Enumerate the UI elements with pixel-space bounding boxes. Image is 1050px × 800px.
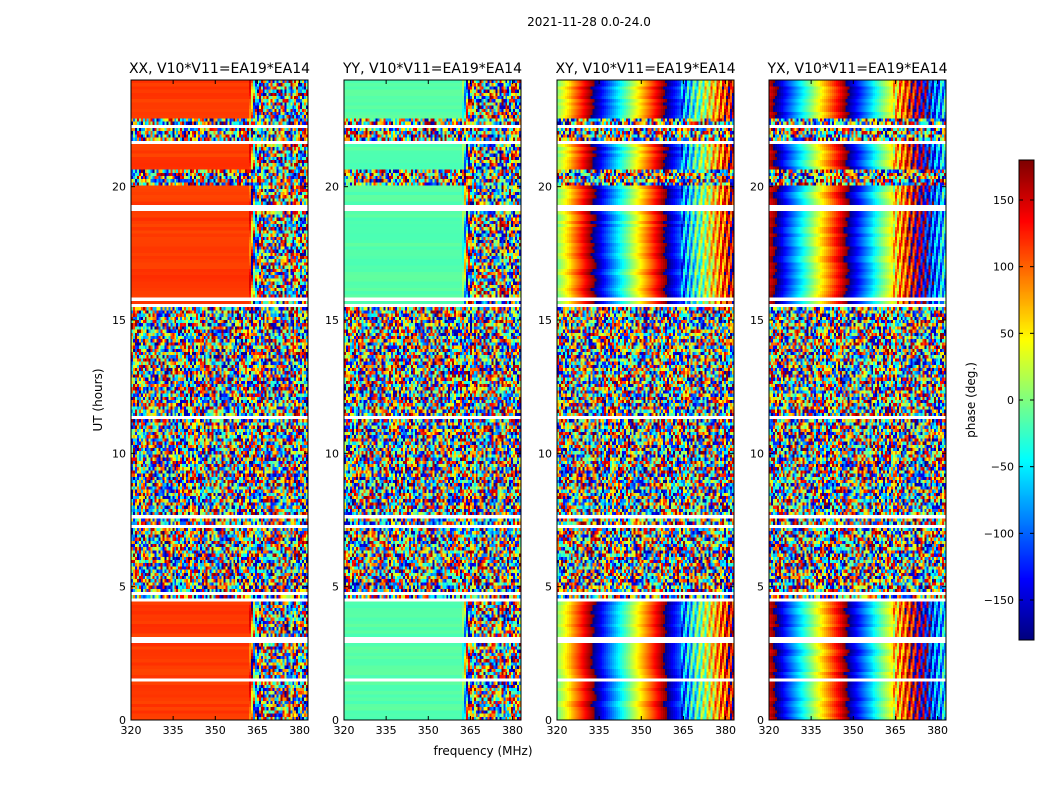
y-tick-label: 10 [112,447,126,460]
x-tick-label: 365 [673,724,694,737]
y-tick-label: 20 [325,181,339,194]
panel-title: YX, V10*V11=EA19*EA14 [766,61,947,77]
y-tick-label: 15 [538,314,552,327]
panel-title: YY, V10*V11=EA19*EA14 [342,61,522,77]
phase-heatmap [131,80,308,720]
y-tick-label: 10 [325,447,339,460]
phase-heatmap [769,80,946,720]
panel-title: XX, V10*V11=EA19*EA14 [129,61,310,77]
x-axis-label: frequency (MHz) [433,744,532,758]
axes-frame [556,79,735,721]
axes-frame [343,79,522,721]
y-tick-label: 15 [325,314,339,327]
axes-frame [768,79,947,721]
y-tick-label: 0 [757,714,764,727]
x-tick-label: 350 [843,724,864,737]
y-tick-label: 15 [750,314,764,327]
y-tick-label: 20 [538,181,552,194]
figure-suptitle: 2021-11-28 0.0-24.0 [527,15,651,29]
x-tick-label: 335 [801,724,822,737]
y-tick-label: 0 [119,714,126,727]
y-tick-label: 0 [332,714,339,727]
phase-heatmap [557,80,734,720]
panel-2: YY, V10*V11=EA19*EA14 320 335 350 365 380 0 5 10… [325,61,523,737]
y-tick-label: 5 [332,581,339,594]
y-axis-label: UT (hours) [91,368,105,431]
colorbar-tick-label: −150 [984,594,1014,607]
colorbar-tick-label: −100 [984,527,1014,540]
x-tick-label: 365 [885,724,906,737]
panel-title: XY, V10*V11=EA19*EA14 [555,61,735,77]
y-tick-label: 20 [750,181,764,194]
x-tick-label: 335 [589,724,610,737]
y-tick-label: 5 [757,581,764,594]
colorbar-tick-label: −50 [991,461,1014,474]
x-tick-label: 380 [715,724,736,737]
panel-3: XY, V10*V11=EA19*EA14 320 335 350 365 380 0 5 10… [538,61,736,737]
panels-layer: XX, V10*V11=EA19*EA14 320 335 350 365 380 0 5 10… [112,61,948,737]
panel-4: YX, V10*V11=EA19*EA14 320 335 350 365 380 0 5 10… [750,61,948,737]
x-tick-label: 320 [334,724,355,737]
y-tick-label: 15 [112,314,126,327]
y-tick-label: 5 [545,581,552,594]
colorbar-label: phase (deg.) [964,362,978,438]
phase-heatmap [344,80,521,720]
colorbar-tick-label: 0 [1007,394,1014,407]
colorbar: −150 −100 −50 0 50 100 150 [984,159,1035,641]
x-tick-label: 380 [927,724,948,737]
y-tick-label: 10 [750,447,764,460]
x-tick-label: 365 [460,724,481,737]
x-tick-label: 350 [418,724,439,737]
x-tick-label: 320 [121,724,142,737]
panel-1: XX, V10*V11=EA19*EA14 320 335 350 365 380 0 5 10… [112,61,310,737]
x-tick-label: 350 [631,724,652,737]
axes-frame [130,79,309,721]
colorbar-gradient [1019,160,1034,640]
y-tick-label: 5 [119,581,126,594]
x-tick-label: 320 [547,724,568,737]
x-tick-label: 350 [205,724,226,737]
x-tick-label: 380 [502,724,523,737]
y-tick-label: 20 [112,181,126,194]
x-tick-label: 335 [163,724,184,737]
colorbar-tick-label: 50 [1000,327,1014,340]
x-tick-label: 380 [289,724,310,737]
y-tick-label: 10 [538,447,552,460]
x-tick-label: 320 [759,724,780,737]
y-tick-label: 0 [545,714,552,727]
colorbar-tick-label: 100 [993,261,1014,274]
x-tick-label: 365 [247,724,268,737]
x-tick-label: 335 [376,724,397,737]
colorbar-tick-label: 150 [993,194,1014,207]
